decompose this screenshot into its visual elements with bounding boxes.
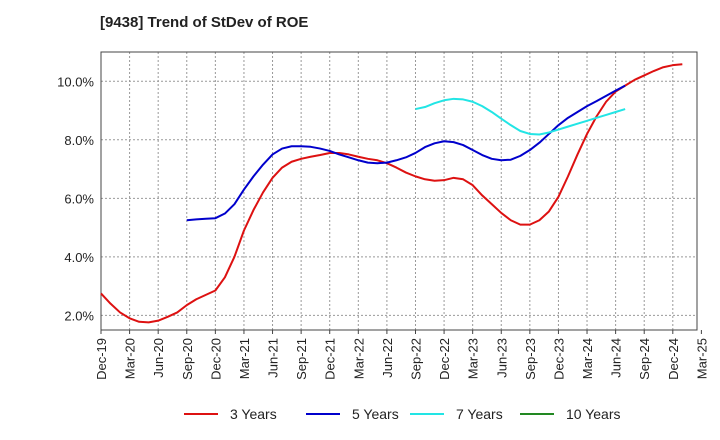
x-tick-label: Mar-24 <box>580 338 595 379</box>
x-tick-label: Sep-21 <box>294 338 309 380</box>
legend-item-5-years: 5 Years <box>306 406 399 422</box>
x-tick-label: Mar-21 <box>237 338 252 379</box>
x-tick-label: Jun-21 <box>266 338 281 378</box>
x-tick-label: Jun-23 <box>494 338 509 378</box>
legend-label: 7 Years <box>456 406 503 422</box>
y-tick-labels: 2.0% 4.0% 6.0% 8.0% 10.0% <box>57 74 94 323</box>
legend-swatch <box>306 413 340 415</box>
axes <box>100 51 702 334</box>
x-tick-label: Sep-20 <box>180 338 195 380</box>
x-tick-label: Jun-20 <box>151 338 166 378</box>
legend-swatch <box>520 413 554 415</box>
series-line-3-years <box>100 63 683 324</box>
x-tick-label: Dec-22 <box>437 338 452 380</box>
x-tick-label: Mar-25 <box>694 338 709 379</box>
x-tick-label: Jun-22 <box>380 338 395 378</box>
y-tick-label: 2.0% <box>64 308 94 323</box>
y-tick-label: 4.0% <box>64 250 94 265</box>
legend-item-3-years: 3 Years <box>184 406 277 422</box>
x-tick-label: Dec-20 <box>208 338 223 380</box>
x-tick-label: Mar-20 <box>123 338 138 379</box>
legend-item-10-years: 10 Years <box>520 406 621 422</box>
grid-lines <box>101 52 697 330</box>
legend-label: 10 Years <box>566 406 621 422</box>
x-tick-label: Dec-23 <box>551 338 566 380</box>
x-tick-label: Sep-23 <box>523 338 538 380</box>
x-tick-label: Dec-24 <box>666 338 681 380</box>
chart-title: [9438] Trend of StDev of ROE <box>100 14 309 31</box>
series-line-5-years <box>186 84 626 222</box>
legend-swatch <box>410 413 444 415</box>
x-tick-label: Dec-19 <box>94 338 109 380</box>
legend-label: 5 Years <box>352 406 399 422</box>
x-tick-label: Dec-21 <box>323 338 338 380</box>
x-tick-labels: Dec-19 Mar-20 Jun-20 Sep-20 Dec-20 Mar-21 Jun-… <box>94 338 709 380</box>
y-tick-label: 6.0% <box>64 191 94 206</box>
series-lines <box>100 63 683 324</box>
plot-frame <box>100 51 698 331</box>
x-tick-label: Sep-24 <box>637 338 652 380</box>
x-tick-label: Jun-24 <box>609 338 624 378</box>
x-tick-label: Mar-22 <box>351 338 366 379</box>
legend-swatch <box>184 413 218 415</box>
legend-label: 3 Years <box>230 406 277 422</box>
y-tick-label: 10.0% <box>57 74 94 89</box>
x-tick-label: Sep-22 <box>408 338 423 380</box>
series-line-7-years <box>415 97 626 136</box>
x-tick-label: Mar-23 <box>466 338 481 379</box>
legend: 3 Years 5 Years 7 Years 10 Years <box>0 400 720 430</box>
legend-item-7-years: 7 Years <box>410 406 503 422</box>
y-tick-label: 8.0% <box>64 133 94 148</box>
